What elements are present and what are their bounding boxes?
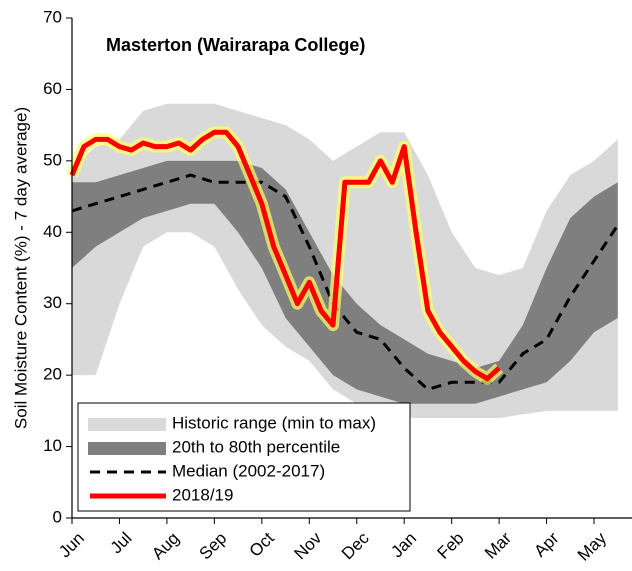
legend: Historic range (min to max) 20th to 80th … bbox=[77, 402, 411, 512]
x-tick-label: Jul bbox=[107, 529, 136, 558]
y-tick-label: 20 bbox=[43, 365, 62, 384]
y-tick-label: 50 bbox=[43, 150, 62, 169]
plot-area bbox=[66, 103, 620, 418]
y-tick-label: 30 bbox=[43, 293, 62, 312]
x-tick-label: Nov bbox=[290, 528, 325, 563]
y-tick-label: 0 bbox=[53, 507, 62, 526]
legend-label: Median (2002-2017) bbox=[172, 461, 325, 480]
x-tick-label: Jun bbox=[55, 529, 88, 562]
x-tick-label: Apr bbox=[530, 528, 562, 560]
x-tick-label: Feb bbox=[434, 529, 468, 563]
x-tick-label: Aug bbox=[148, 529, 183, 564]
y-axis-label: Soil Moisture Content (%) - 7 day averag… bbox=[11, 107, 30, 429]
x-tick-label: Sep bbox=[196, 529, 231, 564]
legend-swatch bbox=[88, 442, 166, 455]
band-area bbox=[72, 160, 618, 404]
y-tick-label: 60 bbox=[43, 79, 62, 98]
x-tick-label: May bbox=[574, 528, 610, 564]
x-tick-label: Dec bbox=[338, 528, 373, 563]
y-tick-label: 70 bbox=[43, 7, 62, 26]
x-tick-label: Jan bbox=[387, 529, 420, 562]
x-tick-label: Oct bbox=[246, 528, 278, 560]
y-tick-label: 10 bbox=[43, 436, 62, 455]
legend-label: Historic range (min to max) bbox=[172, 413, 376, 432]
median-line bbox=[71, 173, 620, 392]
y-tick-label: 40 bbox=[43, 222, 62, 241]
legend-swatch bbox=[88, 418, 166, 431]
legend-label: 2018/19 bbox=[172, 485, 233, 504]
legend-label: 20th to 80th percentile bbox=[172, 437, 340, 456]
chart-title: Masterton (Wairarapa College) bbox=[106, 35, 365, 55]
series-line bbox=[69, 129, 501, 382]
x-tick-label: Mar bbox=[481, 528, 515, 562]
